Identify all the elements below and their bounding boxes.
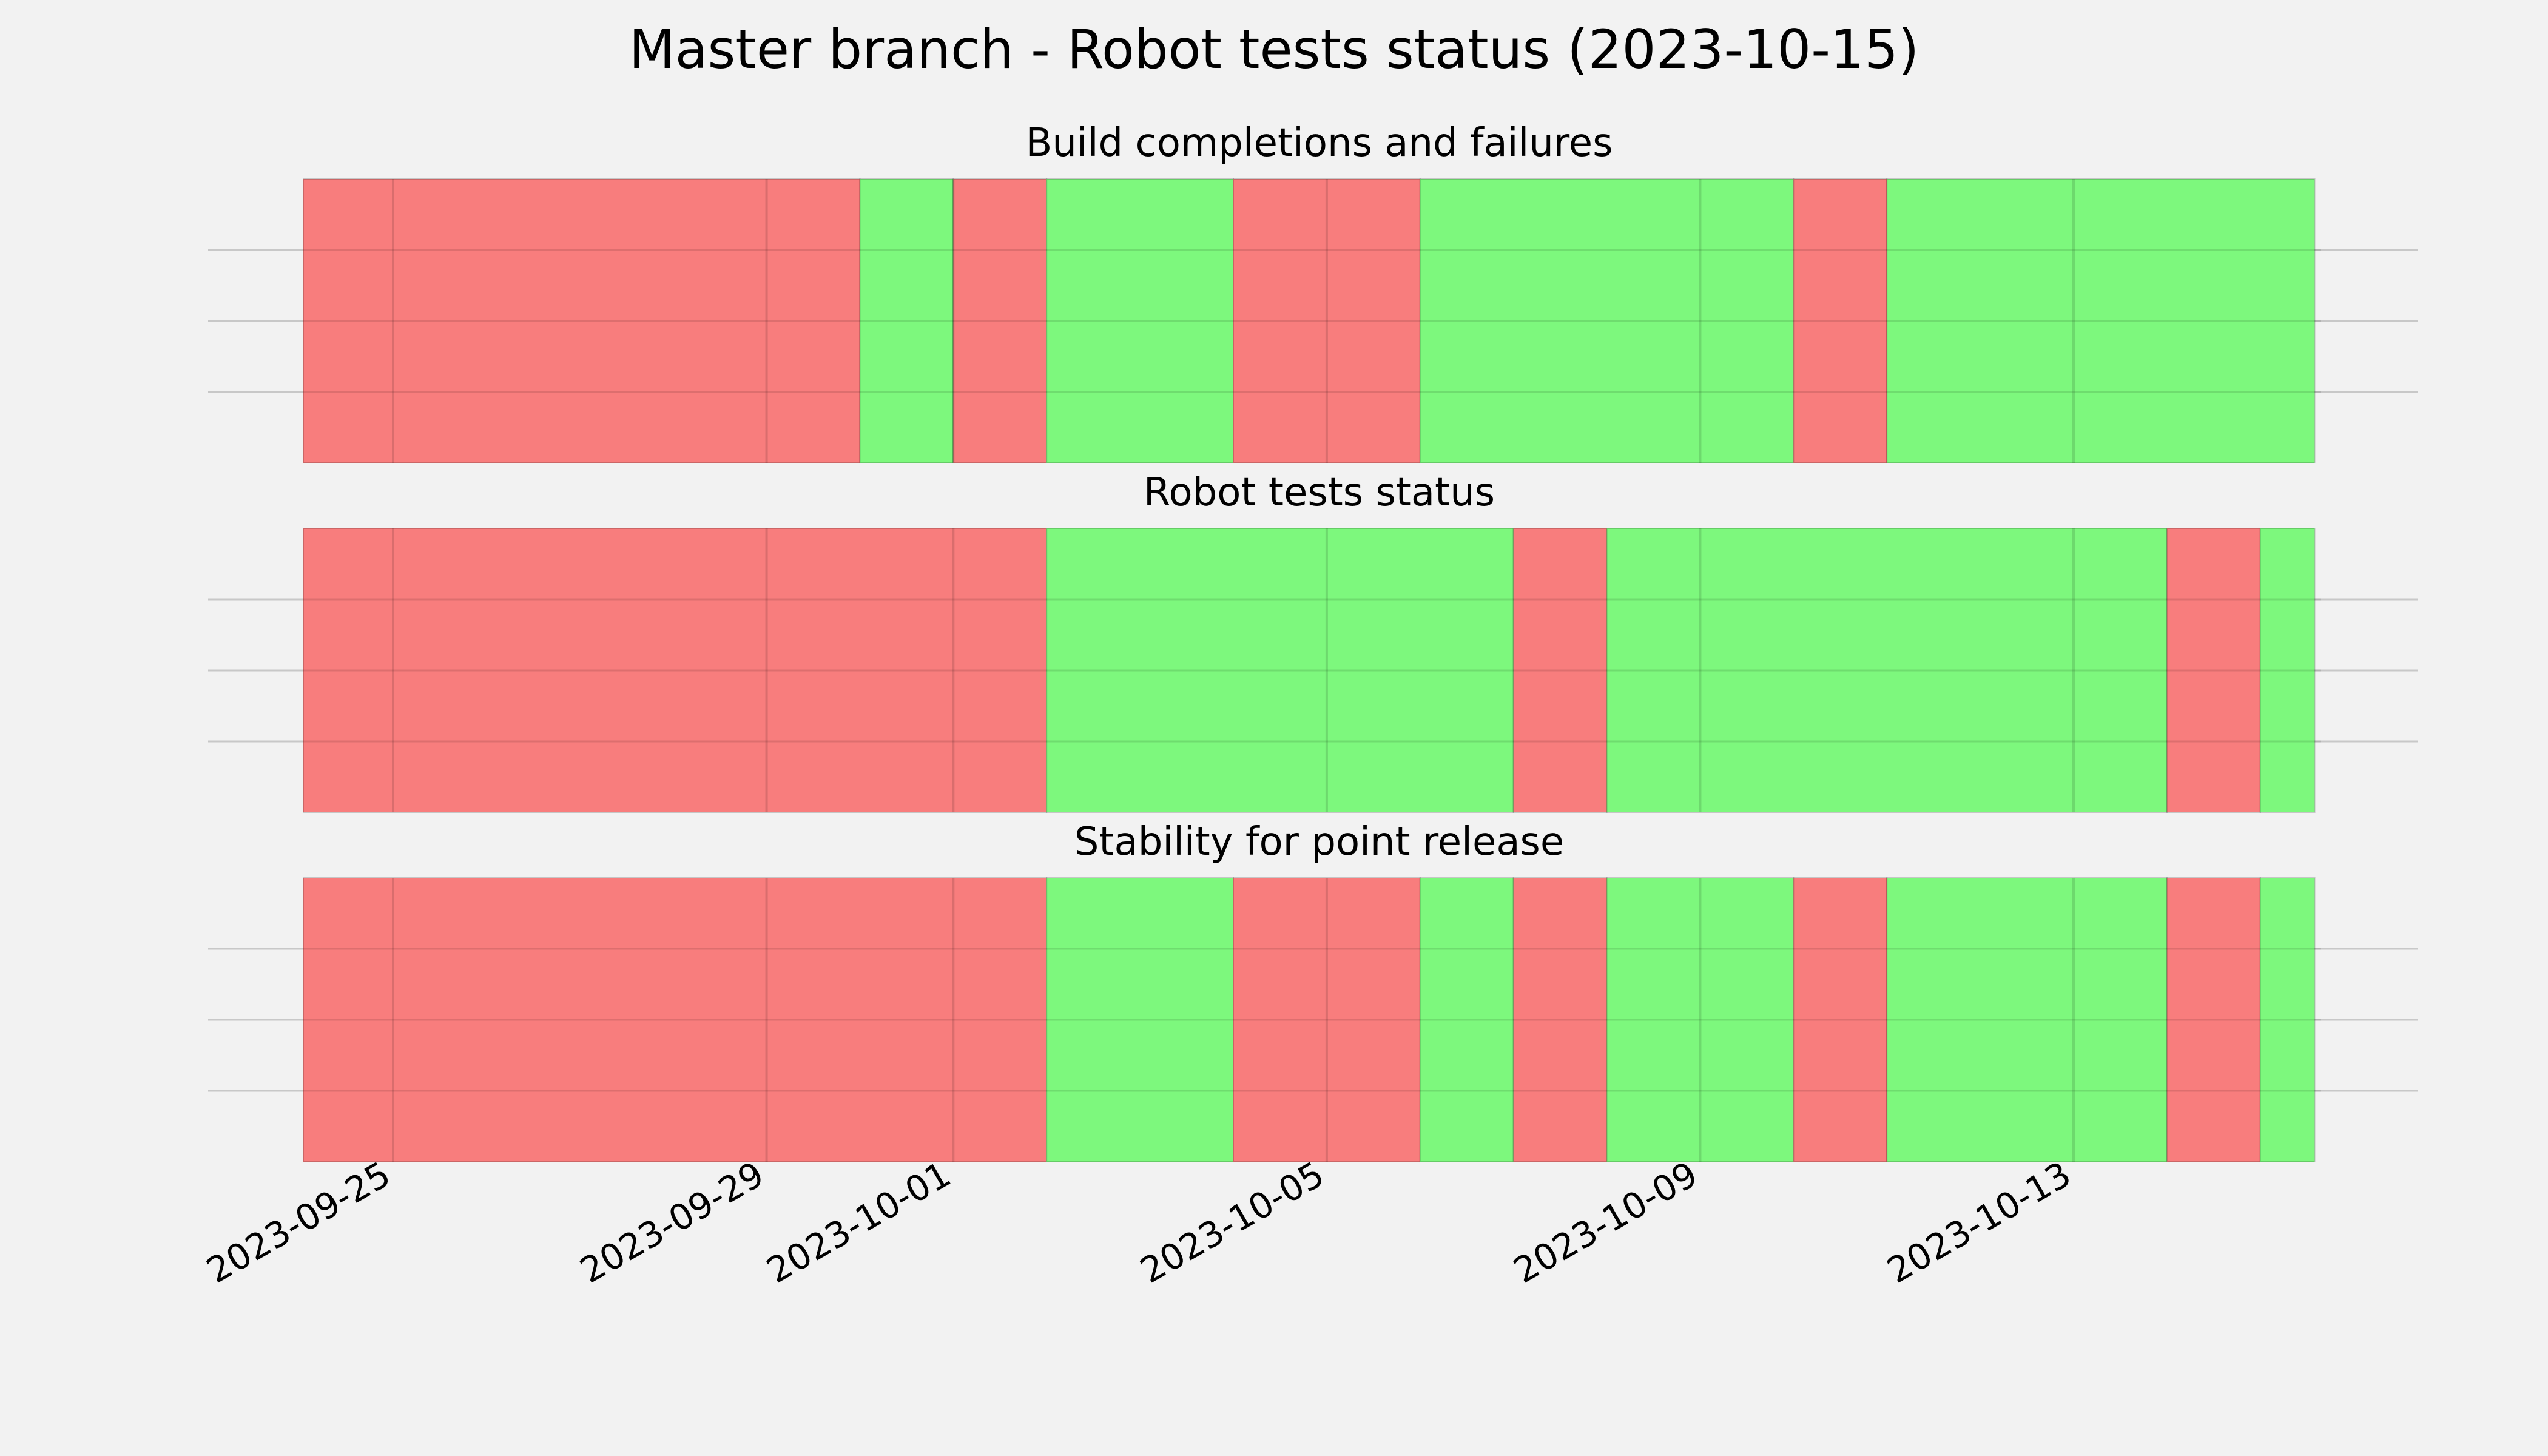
panel-title: Robot tests status	[1144, 470, 1495, 515]
status-segment-pass	[2259, 877, 2316, 1162]
panel-3: Stability for point release	[208, 820, 2418, 1162]
status-segment-fail	[952, 178, 1048, 463]
status-segment-pass	[1046, 877, 1234, 1162]
chart-title: Master branch - Robot tests status (2023…	[629, 18, 1919, 81]
status-segment-fail	[2166, 528, 2261, 813]
panel-2: Robot tests status	[208, 470, 2418, 813]
status-segment-fail	[1793, 178, 1888, 463]
status-segment-pass	[2259, 528, 2316, 813]
panel-1: Build completions and failures	[208, 121, 2418, 463]
status-segment-fail	[1233, 877, 1421, 1162]
status-segment-pass	[1046, 528, 1514, 813]
status-segment-fail	[1233, 178, 1421, 463]
status-segment-fail	[303, 528, 1048, 813]
status-segment-pass	[1419, 877, 1514, 1162]
status-segment-pass	[1046, 178, 1234, 463]
status-segment-pass	[859, 178, 954, 463]
panel-title: Build completions and failures	[1026, 121, 1613, 166]
panel-title: Stability for point release	[1074, 820, 1565, 864]
panels: Build completions and failures Robot test…	[208, 121, 2418, 1162]
status-segment-fail	[1512, 528, 1608, 813]
status-segment-fail	[1512, 877, 1608, 1162]
status-segment-pass	[1606, 877, 1795, 1162]
status-segment-pass	[1606, 528, 2168, 813]
status-segment-pass	[1419, 178, 1795, 463]
status-segment-pass	[1886, 178, 2316, 463]
status-segment-pass	[1886, 877, 2168, 1162]
